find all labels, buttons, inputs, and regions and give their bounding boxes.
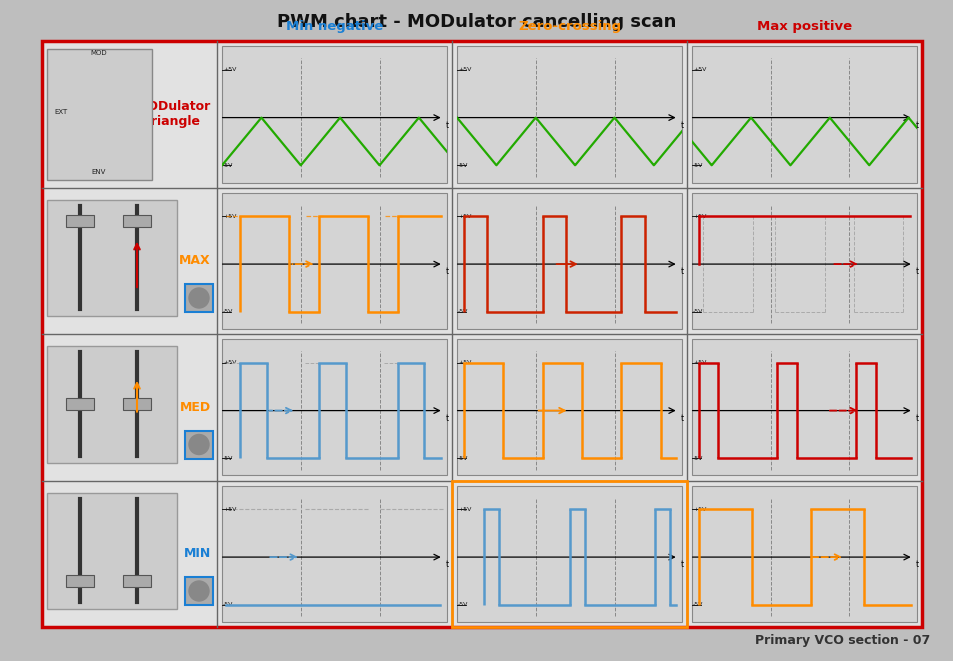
Bar [66,215,94,227]
Circle shape [189,581,209,601]
Text: MAX: MAX [179,254,211,267]
Text: Zero-crossing: Zero-crossing [517,20,620,33]
Text: +5V: +5V [693,507,706,512]
Bar [452,481,686,627]
Text: -5V: -5V [223,602,233,607]
Text: WIDTH: WIDTH [110,495,136,504]
Text: t: t [445,414,449,423]
Text: MODulator
triangle: MODulator triangle [135,100,211,128]
Text: WIDTH: WIDTH [110,348,136,358]
Bar [47,346,177,463]
Bar [185,577,213,605]
Text: t: t [915,561,918,569]
Bar [42,41,921,627]
Text: t: t [915,121,918,130]
Text: t: t [680,121,683,130]
Text: PWM: PWM [50,495,69,504]
Circle shape [189,288,209,308]
Text: PWM chart - MODulator cancelling scan: PWM chart - MODulator cancelling scan [277,13,676,31]
Text: -5V: -5V [457,456,468,461]
Text: +5V: +5V [223,507,236,512]
Text: +5V: +5V [223,360,236,366]
Text: MIN: MIN [184,547,211,561]
Bar [47,200,177,316]
Text: -5V: -5V [223,163,233,168]
Circle shape [189,434,209,455]
Text: +5V: +5V [457,360,471,366]
Bar [47,49,152,180]
Text: -5V: -5V [693,602,702,607]
Bar [185,430,213,459]
Text: WIDTH: WIDTH [110,202,136,211]
Text: +5V: +5V [693,214,706,219]
Bar [185,284,213,312]
Text: PWM: PWM [50,348,69,358]
Text: -5V: -5V [693,163,702,168]
Text: ENV: ENV [91,169,106,175]
Text: +5V: +5V [223,67,236,72]
Text: MOD: MOD [91,50,107,56]
Bar [66,575,94,588]
Text: +5V: +5V [223,214,236,219]
Text: -5V: -5V [457,602,468,607]
Text: t: t [915,414,918,423]
Text: -5V: -5V [223,309,233,315]
Text: -5V: -5V [457,163,468,168]
Text: t: t [445,121,449,130]
Text: -5V: -5V [223,456,233,461]
Text: t: t [680,268,683,276]
Text: Min negative: Min negative [286,20,383,33]
Text: t: t [915,268,918,276]
Bar [123,575,151,588]
Text: -5V: -5V [693,309,702,315]
Bar [47,492,177,609]
Text: +5V: +5V [457,214,471,219]
Text: Primary VCO section - 07: Primary VCO section - 07 [754,634,929,647]
Text: t: t [680,414,683,423]
Text: +5V: +5V [457,507,471,512]
Bar [66,398,94,410]
Text: t: t [445,561,449,569]
Text: PWM: PWM [50,202,69,211]
Text: -5V: -5V [693,456,702,461]
Text: t: t [680,561,683,569]
Text: MED: MED [180,401,211,414]
Bar [123,398,151,410]
Bar [123,215,151,227]
Text: Max positive: Max positive [756,20,851,33]
Text: +5V: +5V [693,67,706,72]
Text: t: t [445,268,449,276]
Text: +5V: +5V [693,360,706,366]
Text: +5V: +5V [457,67,471,72]
Text: EXT: EXT [54,109,67,115]
Text: -5V: -5V [457,309,468,315]
